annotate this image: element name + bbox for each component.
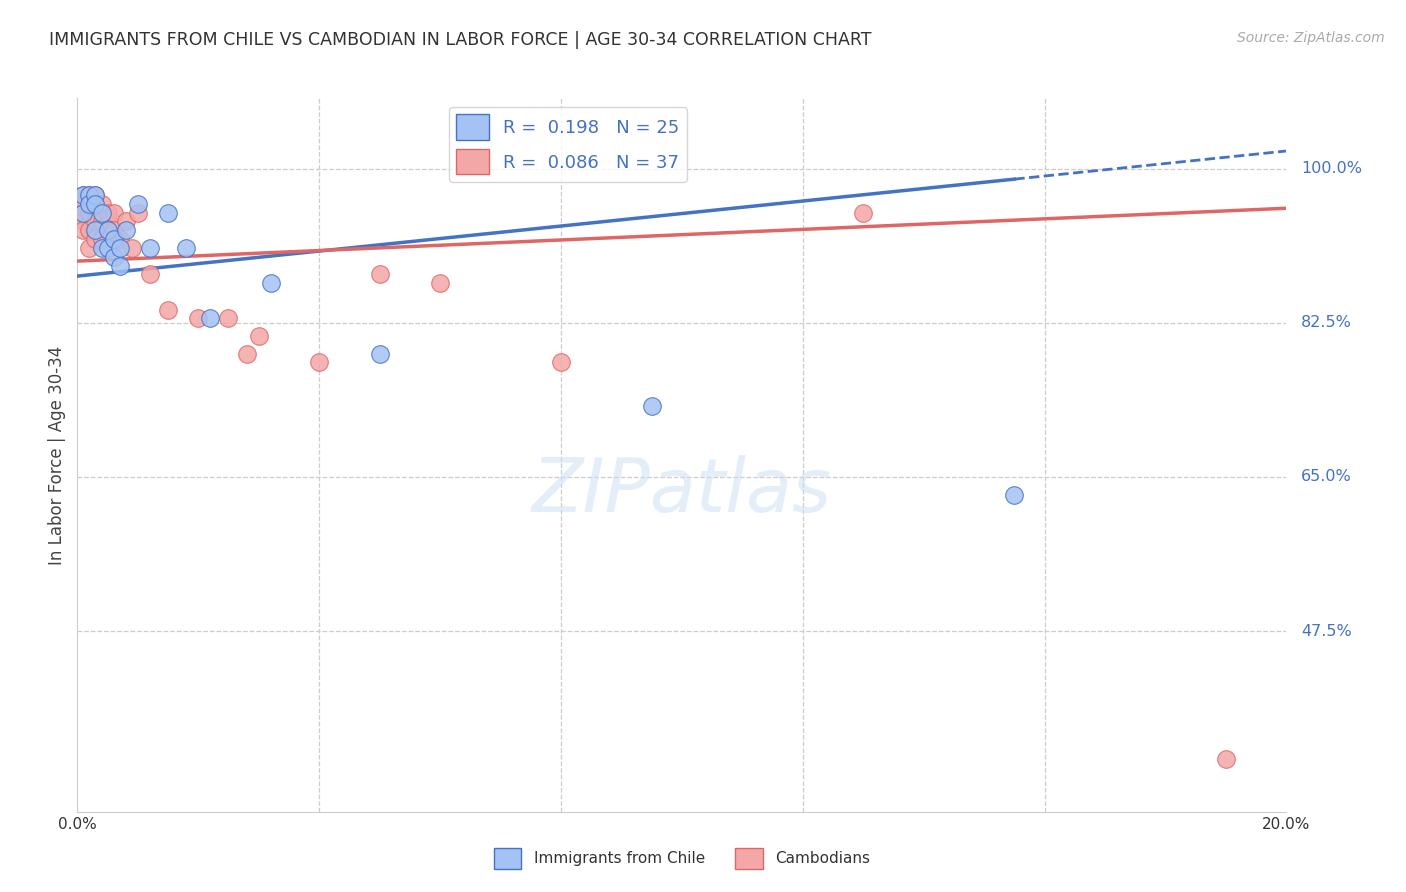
Point: [247, 329, 270, 343]
Point: [79, 205, 101, 219]
Point: [84, 188, 107, 202]
Point: [90, 241, 112, 255]
Point: [1215, 752, 1237, 766]
Point: [79, 188, 101, 202]
Point: [121, 241, 143, 255]
Point: [139, 268, 162, 282]
Point: [90, 214, 112, 228]
Point: [218, 311, 240, 326]
Text: Source: ZipAtlas.com: Source: ZipAtlas.com: [1237, 31, 1385, 45]
Point: [96, 205, 118, 219]
Point: [79, 197, 101, 211]
Point: [72, 223, 94, 237]
Point: [429, 276, 451, 290]
Point: [114, 214, 136, 228]
Point: [187, 311, 209, 326]
Point: [84, 197, 107, 211]
Point: [157, 205, 180, 219]
Point: [174, 241, 197, 255]
Point: [84, 214, 107, 228]
Text: 47.5%: 47.5%: [1301, 624, 1351, 639]
Point: [260, 276, 283, 290]
Point: [84, 232, 107, 246]
Point: [368, 268, 391, 282]
Point: [108, 241, 131, 255]
Point: [235, 346, 257, 360]
Text: 82.5%: 82.5%: [1301, 315, 1353, 330]
Point: [79, 188, 101, 202]
Point: [103, 205, 125, 219]
Point: [79, 223, 101, 237]
Point: [79, 241, 101, 255]
Point: [90, 232, 112, 246]
Point: [852, 205, 875, 219]
Point: [641, 400, 664, 414]
Point: [79, 197, 101, 211]
Point: [90, 205, 112, 219]
Text: ZIPatlas: ZIPatlas: [531, 455, 832, 526]
Point: [84, 223, 107, 237]
Point: [72, 205, 94, 219]
Point: [200, 311, 222, 326]
Point: [127, 205, 149, 219]
Point: [139, 241, 162, 255]
Point: [368, 346, 391, 360]
Point: [96, 241, 118, 255]
Point: [72, 188, 94, 202]
Point: [550, 355, 572, 369]
Point: [103, 223, 125, 237]
Point: [72, 197, 94, 211]
Text: IMMIGRANTS FROM CHILE VS CAMBODIAN IN LABOR FORCE | AGE 30-34 CORRELATION CHART: IMMIGRANTS FROM CHILE VS CAMBODIAN IN LA…: [49, 31, 872, 49]
Point: [108, 259, 131, 273]
Point: [84, 188, 107, 202]
Point: [127, 197, 149, 211]
Point: [114, 223, 136, 237]
Point: [103, 232, 125, 246]
Point: [72, 188, 94, 202]
Point: [103, 250, 125, 264]
Y-axis label: In Labor Force | Age 30-34: In Labor Force | Age 30-34: [48, 345, 66, 565]
Point: [72, 205, 94, 219]
Point: [96, 223, 118, 237]
Text: 100.0%: 100.0%: [1301, 161, 1362, 176]
Point: [96, 223, 118, 237]
Point: [1004, 487, 1026, 501]
Legend: Immigrants from Chile, Cambodians: Immigrants from Chile, Cambodians: [488, 841, 876, 875]
Point: [157, 302, 180, 317]
Point: [84, 197, 107, 211]
Point: [108, 232, 131, 246]
Point: [90, 197, 112, 211]
Point: [72, 214, 94, 228]
Text: 65.0%: 65.0%: [1301, 469, 1351, 484]
Point: [308, 355, 330, 369]
